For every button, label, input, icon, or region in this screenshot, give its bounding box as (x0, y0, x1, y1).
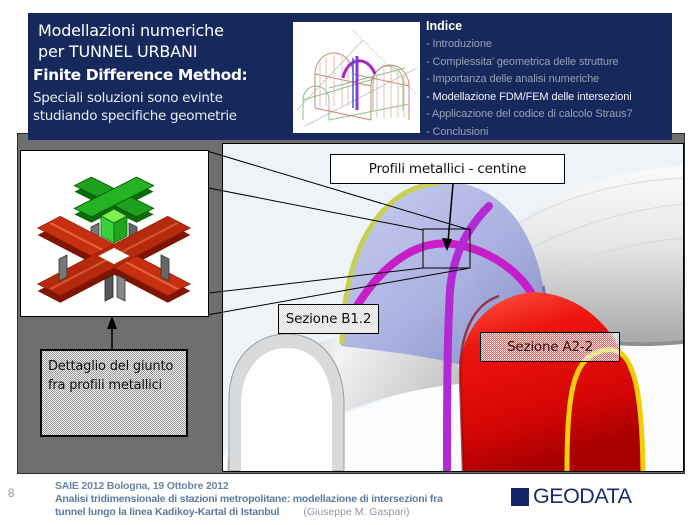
slide-title-line2: per TUNNEL URBANI (38, 42, 198, 61)
footer-title-line2: tunnel lungo la linea Kadikoy-Kartal di … (55, 506, 280, 518)
indice-item-importanza: - Importanza delle analisi numeriche (426, 73, 600, 85)
slide-title-line1: Modellazioni numeriche (38, 21, 224, 40)
method-description-line1: Speciali soluzioni sono evinte (33, 90, 223, 106)
footer: 8 SAIE 2012 Bologna, 19 Ottobre 2012 Ana… (0, 476, 700, 525)
callout-sezione-b12: Sezione B1.2 (278, 304, 379, 334)
page-number: 8 (8, 488, 15, 500)
slide-title: Modellazioni numeriche per TUNNEL URBANI (38, 20, 224, 62)
indice-item-complessita: - Complessita' geometrica delle struttur… (426, 55, 619, 68)
indice-title: Indice (426, 19, 463, 33)
header-bar: Modellazioni numeriche per TUNNEL URBANI… (28, 13, 672, 140)
footer-title-line1: Analisi tridimensionale di stazioni metr… (55, 493, 443, 505)
method-heading: Finite Difference Method: (33, 66, 248, 84)
footer-text: SAIE 2012 Bologna, 19 Ottobre 2012 Anali… (55, 480, 443, 519)
footer-author: (Giuseppe M. Gaspari) (303, 506, 410, 518)
indice-item-applicazione: - Applicazione del codice di calcolo Str… (426, 108, 633, 120)
joint-detail-label: Dettaglio del giunto fra profili metalli… (40, 349, 188, 437)
geodata-logo: GEODATA (511, 484, 632, 509)
tunnel-wireframe-drawing (296, 29, 418, 127)
method-description-line2: studiando specifiche geometrie (33, 107, 237, 124)
geodata-logo-text: GEODATA (533, 484, 632, 508)
tunnel-wireframe-thumbnail (293, 22, 420, 133)
indice-item-modellazione-active: - Modellazione FDM/FEM delle intersezion… (426, 90, 632, 103)
joint-detail-image (20, 150, 209, 317)
indice-item-introduzione: - Introduzione (426, 38, 492, 50)
callout-sezione-a22: Sezione A2-2 (480, 332, 620, 362)
footer-event: SAIE 2012 Bologna, 19 Ottobre 2012 (55, 480, 229, 492)
footer-title-line2-row: tunnel lungo la linea Kadikoy-Kartal di … (55, 506, 443, 519)
method-description: Speciali soluzioni sono evinte studiando… (33, 90, 237, 125)
geodata-logo-square-icon (511, 487, 529, 506)
indice-item-conclusioni: - Conclusioni (426, 125, 489, 138)
steel-joint-drawing (36, 176, 192, 303)
callout-profili-metallici: Profili metallici - centine (330, 154, 565, 184)
indice-panel: Indice - Introduzione - Complessita' geo… (426, 19, 668, 141)
